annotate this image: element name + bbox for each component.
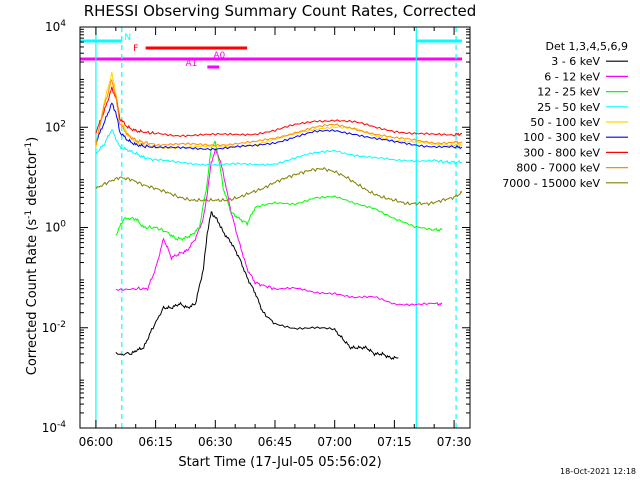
y-tick-exp: 0	[60, 220, 66, 230]
y-tick-base: 10	[42, 321, 57, 335]
chart-title: RHESSI Observing Summary Count Rates, Co…	[84, 2, 477, 20]
y-axis-label-part: Corrected Count Rate (s	[25, 219, 40, 376]
series-line	[115, 147, 443, 307]
legend-label: 300 - 800 keV	[523, 146, 600, 159]
x-tick-label: 06:15	[138, 435, 173, 449]
y-axis-label-part: detector	[25, 150, 40, 210]
legend-label: 100 - 300 keV	[523, 131, 600, 144]
legend-label: 3 - 6 keV	[551, 55, 600, 68]
legend-label: 7000 - 15000 keV	[502, 177, 600, 190]
flag-label: N	[124, 33, 131, 43]
y-tick-exp: -4	[57, 420, 66, 430]
data-series	[95, 71, 463, 360]
flag-label: F	[133, 44, 138, 54]
y-tick-exp: 2	[60, 119, 66, 129]
y-tick-label: 10-4	[42, 420, 67, 435]
vertical-markers	[95, 27, 457, 428]
y-tick-exp: 4	[60, 19, 66, 29]
flag-label: A1	[185, 59, 197, 69]
y-tick-label: 100	[45, 220, 66, 235]
legend-label: 50 - 100 keV	[530, 116, 600, 129]
legend-label: 6 - 12 keV	[544, 70, 600, 83]
y-tick-exp: -2	[57, 320, 66, 330]
timestamp: 18-Oct-2021 12:18	[560, 467, 636, 476]
x-tick-label: 07:15	[377, 435, 412, 449]
y-tick-label: 104	[45, 19, 66, 34]
x-tick-label: 06:00	[79, 435, 114, 449]
x-axis-label: Start Time (17-Jul-05 05:56:02)	[178, 455, 381, 470]
series-line	[95, 129, 462, 167]
series-line	[95, 166, 463, 206]
legend-label: 12 - 25 keV	[537, 86, 600, 99]
x-tick-label: 06:30	[198, 435, 233, 449]
y-tick-base: 10	[45, 120, 60, 134]
legend-label: 800 - 7000 keV	[516, 162, 600, 175]
x-tick-label: 07:00	[317, 435, 352, 449]
series-line	[115, 211, 399, 360]
y-tick-base: 10	[42, 421, 57, 435]
plot-frame	[79, 26, 471, 429]
y-axis-label-sup: -1	[24, 210, 34, 219]
legend-title: Det 1,3,4,5,6,9	[545, 40, 628, 53]
series-line	[115, 140, 443, 242]
series-line	[95, 102, 463, 151]
y-tick-base: 10	[45, 20, 60, 34]
y-axis-label: Corrected Count Rate (s-1 detector-1)	[24, 137, 40, 375]
series-line	[95, 78, 463, 147]
legend-label: 25 - 50 keV	[537, 101, 600, 114]
x-axis: 06:00 06:15 06:30 06:45 07:00 07:15 07:30	[79, 27, 472, 449]
y-tick-label: 10-2	[42, 320, 66, 335]
legend: Det 1,3,4,5,6,9 3 - 6 keV 6 - 12 keV 12 - 2…	[502, 40, 628, 190]
flag-bars: NF A0 A1	[80, 33, 463, 69]
y-axis-label-sup: -1	[24, 142, 34, 151]
y-axis-label-part: )	[25, 137, 40, 142]
x-tick-label: 06:45	[258, 435, 293, 449]
x-tick-label: 07:30	[437, 435, 472, 449]
series-line	[95, 86, 463, 138]
flag-label: A0	[213, 51, 225, 61]
y-tick-label: 102	[45, 119, 66, 134]
y-tick-base: 10	[45, 221, 60, 235]
